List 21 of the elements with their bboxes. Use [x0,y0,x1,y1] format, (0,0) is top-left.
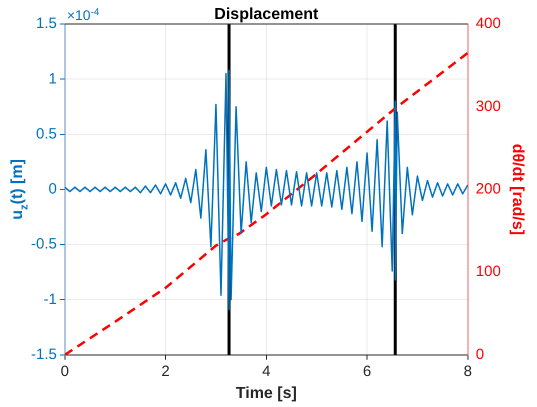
y2-axis-title: dθ/dt [rad/s] [508,144,526,236]
y2-tick-label: 300 [476,98,501,115]
y2-tick-label: 100 [476,263,501,280]
y-tick-label: 0 [48,180,57,198]
y-tick-label: -1.5 [30,346,57,363]
x-tick-label: 0 [60,362,70,380]
y-tick-label: 1 [48,70,57,88]
y-tick-label: 1.5 [36,15,57,32]
y2-tick-label: 0 [476,346,484,363]
y-tick-label: -0.5 [30,236,57,253]
y-tick-label: 0.5 [36,125,57,142]
x-tick-label: 8 [464,362,472,380]
chart-title: Displacement [214,6,319,23]
x-tick-label: 2 [161,362,170,380]
y2-tick-label: 200 [476,180,501,198]
x-tick-label: 6 [362,362,372,380]
x-tick-label: 4 [262,362,270,380]
y-axis-title: uz(t) [m] [9,159,31,220]
x-axis-title: Time [s] [236,384,297,402]
y2-tick-label: 400 [476,15,501,32]
y-tick-label: -1 [44,290,57,308]
